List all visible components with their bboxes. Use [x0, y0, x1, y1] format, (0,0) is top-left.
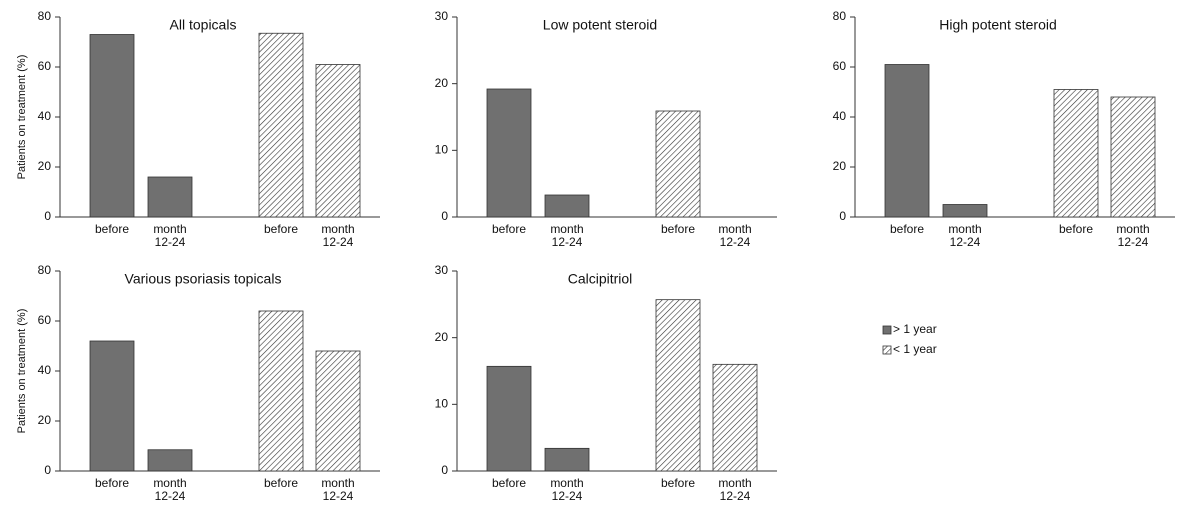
- bar: [544, 194, 590, 218]
- legend-label: < 1 year: [893, 342, 937, 356]
- bar: [486, 88, 532, 218]
- x-tick-label: before: [94, 476, 130, 490]
- y-tick-label: 10: [435, 143, 449, 157]
- bar: [942, 204, 988, 218]
- x-tick-label: before: [491, 476, 527, 490]
- x-tick-label: before: [889, 222, 925, 236]
- y-tick-label: 20: [38, 159, 52, 173]
- x-tick-label: month 12-24: [550, 222, 584, 249]
- bar: [89, 34, 135, 218]
- y-tick-label: 0: [441, 209, 448, 223]
- bar: [884, 64, 930, 218]
- y-tick-label: 30: [435, 9, 449, 23]
- x-tick-label: before: [263, 476, 299, 490]
- x-tick-label: before: [263, 222, 299, 236]
- y-tick-label: 20: [435, 330, 449, 344]
- bar: [712, 363, 758, 472]
- y-axis-label: Patients on treatment (%): [16, 309, 28, 434]
- panel-title: Calcipitriol: [568, 271, 633, 287]
- y-tick-label: 60: [38, 59, 52, 73]
- panel-title: Various psoriasis topicals: [125, 271, 282, 287]
- bar: [655, 299, 701, 472]
- x-tick-label: month 12-24: [550, 476, 584, 503]
- y-tick-label: 30: [435, 263, 449, 277]
- x-tick-label: month 12-24: [948, 222, 982, 249]
- y-tick-label: 80: [38, 9, 52, 23]
- x-tick-label: before: [491, 222, 527, 236]
- y-tick-label: 80: [833, 9, 847, 23]
- y-tick-label: 40: [833, 109, 847, 123]
- y-tick-label: 0: [44, 463, 51, 477]
- x-tick-label: month 12-24: [718, 476, 752, 503]
- bar: [147, 449, 193, 472]
- x-tick-label: before: [660, 476, 696, 490]
- panel-title: Low potent steroid: [543, 17, 657, 33]
- x-tick-label: month 12-24: [153, 476, 187, 503]
- legend-label: > 1 year: [893, 322, 937, 336]
- x-tick-label: month 12-24: [153, 222, 187, 249]
- bar: [258, 32, 304, 218]
- bar: [147, 176, 193, 218]
- bar: [1110, 96, 1156, 218]
- y-tick-label: 40: [38, 109, 52, 123]
- y-tick-label: 60: [833, 59, 847, 73]
- y-tick-label: 20: [435, 76, 449, 90]
- bar: [655, 110, 701, 218]
- x-tick-label: month 12-24: [1116, 222, 1150, 249]
- panel-title: All topicals: [170, 17, 237, 33]
- x-tick-label: before: [1058, 222, 1094, 236]
- y-tick-label: 10: [435, 397, 449, 411]
- x-tick-label: month 12-24: [321, 476, 355, 503]
- bar: [89, 340, 135, 472]
- y-tick-label: 0: [839, 209, 846, 223]
- y-tick-label: 80: [38, 263, 52, 277]
- bar: [258, 310, 304, 472]
- legend-swatch: [882, 325, 892, 335]
- bar: [315, 350, 361, 472]
- x-tick-label: month 12-24: [718, 222, 752, 249]
- y-tick-label: 0: [441, 463, 448, 477]
- panel-title: High potent steroid: [939, 17, 1057, 33]
- y-axis-label: Patients on treatment (%): [16, 55, 28, 180]
- bar: [486, 365, 532, 472]
- bar: [315, 64, 361, 218]
- bar: [1053, 89, 1099, 218]
- bar: [544, 447, 590, 472]
- x-tick-label: before: [94, 222, 130, 236]
- y-tick-label: 0: [44, 209, 51, 223]
- y-tick-label: 20: [38, 413, 52, 427]
- legend-swatch: [882, 345, 892, 355]
- x-tick-label: month 12-24: [321, 222, 355, 249]
- y-tick-label: 60: [38, 313, 52, 327]
- y-tick-label: 20: [833, 159, 847, 173]
- x-tick-label: before: [660, 222, 696, 236]
- y-tick-label: 40: [38, 363, 52, 377]
